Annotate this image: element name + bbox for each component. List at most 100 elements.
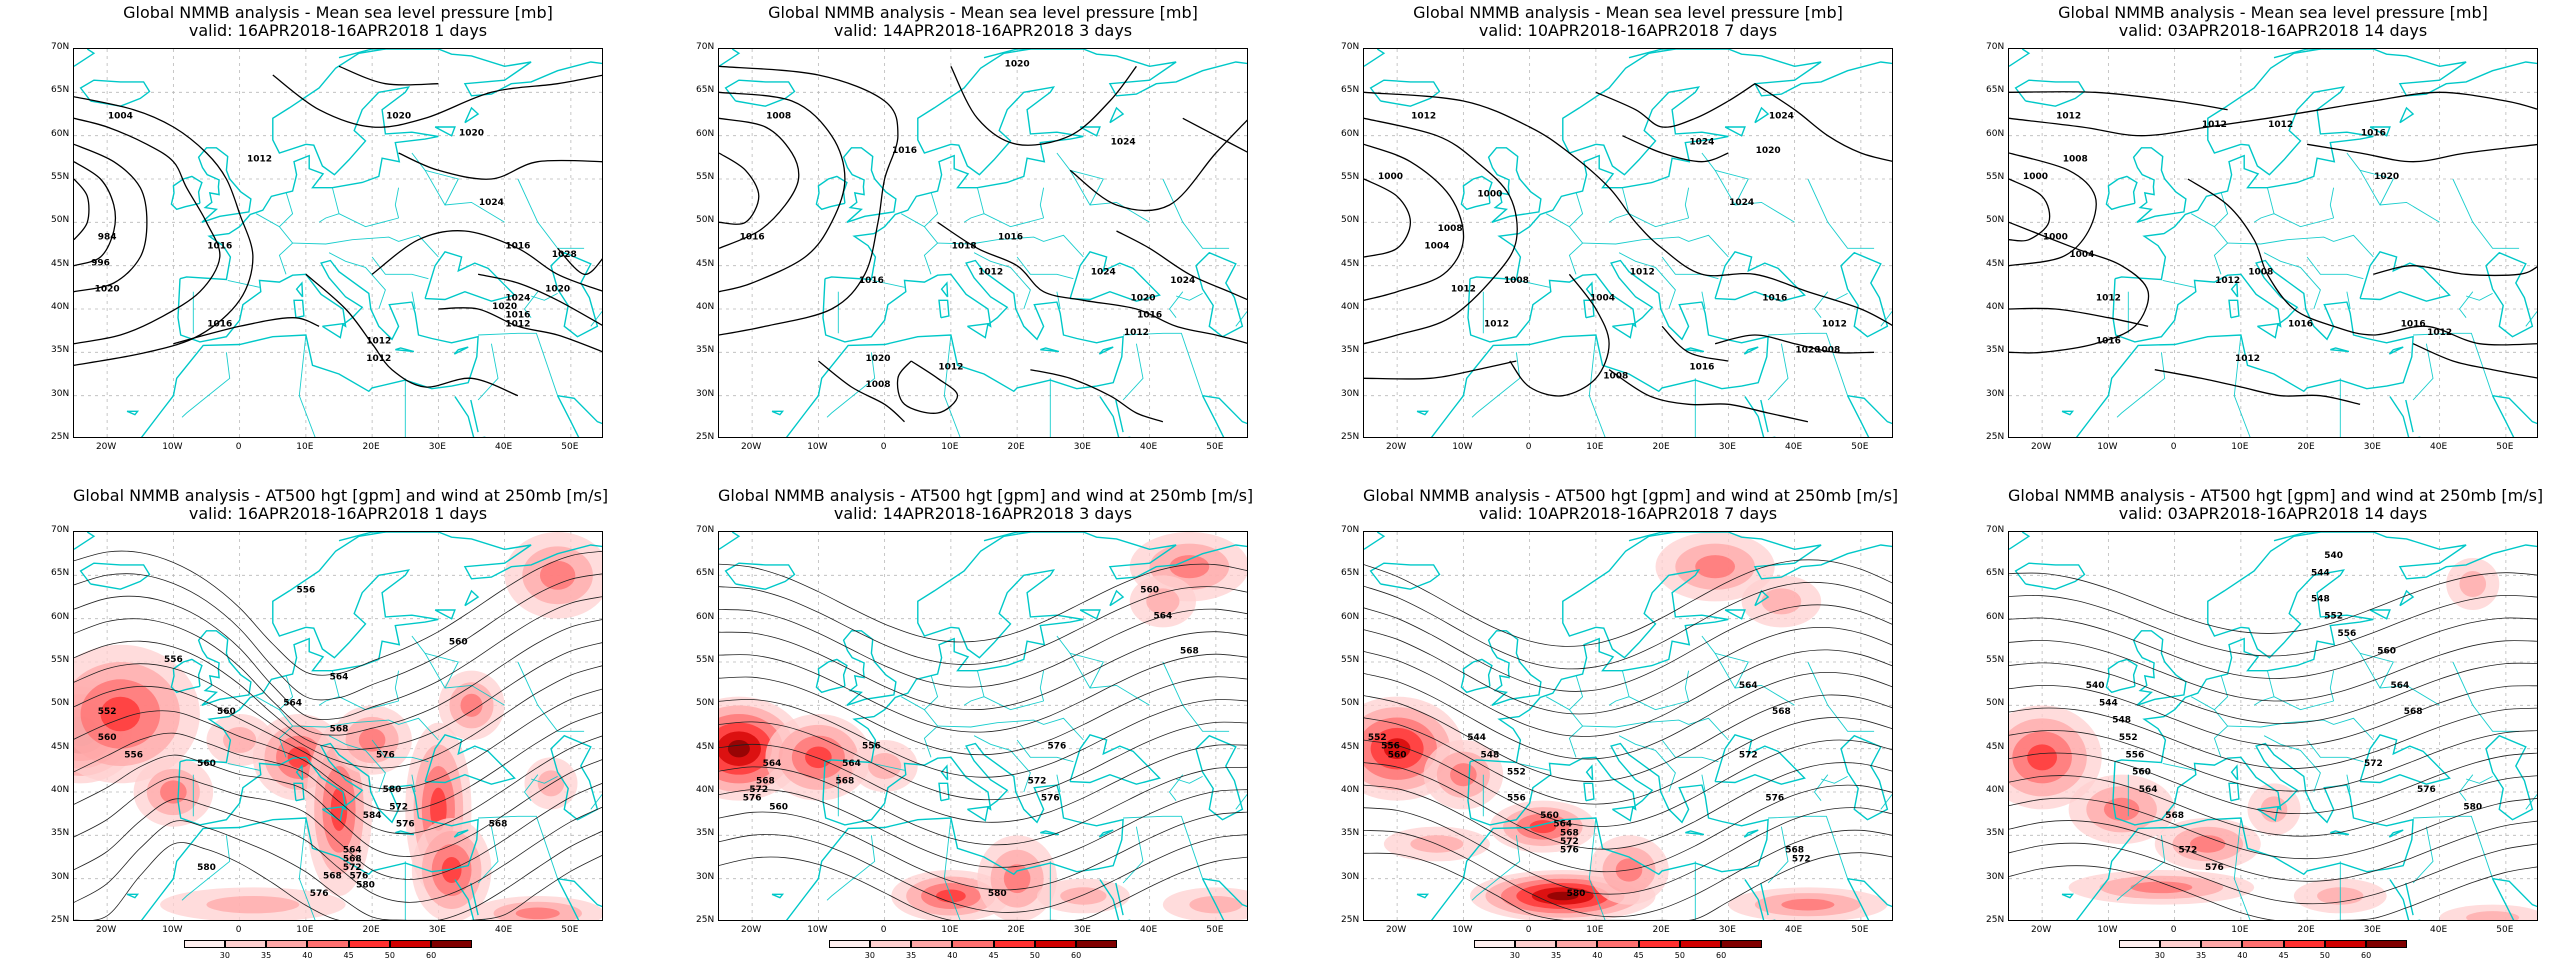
panel-title: Global NMMB analysis - Mean sea level pr… [2058, 3, 2488, 22]
border-line [1569, 674, 1584, 711]
border-line [1767, 343, 1789, 401]
height-contour-label: 572 [2364, 759, 2383, 769]
border-line [1628, 696, 1689, 711]
longitude-tick-label: 40E [2430, 925, 2448, 935]
coastline [940, 281, 949, 298]
isobar-line [74, 178, 90, 241]
latitude-tick-label: 25N [1341, 915, 1360, 925]
isobar-line [2412, 343, 2537, 379]
latitude-tick-label: 45N [1341, 258, 1360, 269]
colorbar-tick-label: 35 [906, 951, 917, 960]
border-line [1235, 310, 1247, 327]
coastline [79, 562, 151, 590]
latitude-tick-label: 30N [696, 388, 715, 399]
latitude-tick-label: 70N [1341, 42, 1360, 52]
border-line [1569, 191, 1584, 228]
colorbar-swatch [307, 940, 349, 948]
coastline [1099, 396, 1131, 437]
isobar-label: 1024 [1111, 137, 1136, 147]
wind-speed-shading [2130, 881, 2193, 894]
coastline [197, 630, 252, 706]
coastline [338, 532, 602, 580]
isobar-label: 1012 [1451, 285, 1476, 295]
isobar-label: 1012 [2427, 328, 2452, 338]
height-contour-label: 544 [2311, 568, 2330, 578]
height-contour-label: 568 [343, 854, 362, 864]
coastline [454, 879, 486, 920]
longitude-tick-label: 30E [428, 442, 446, 452]
isobar-label: 1016 [207, 241, 232, 251]
longitude-tick-label: 10E [2231, 442, 2249, 452]
height-contour-line [74, 820, 602, 920]
isobar-line [1754, 83, 1892, 162]
border-line [2458, 291, 2474, 318]
isobar-label: 1016 [207, 319, 232, 329]
latitude-tick-label: 40N [696, 785, 715, 795]
wind-speed-shading [1547, 891, 1579, 901]
coastline [1612, 805, 1634, 822]
wind-speed-shading [539, 560, 576, 590]
height-contour-label: 568 [2404, 707, 2423, 717]
isobar-label: 1016 [1689, 363, 1714, 373]
isobar-label: 1000 [2043, 233, 2068, 243]
colorbar-swatch [2283, 940, 2325, 948]
isobar-label: 1012 [1124, 328, 1149, 338]
border-line [2412, 343, 2434, 401]
coastline [785, 259, 1124, 437]
height-contour-label: 552 [1507, 768, 1526, 778]
longitude-tick-label: 0 [235, 925, 242, 935]
height-contour-label: 560 [217, 707, 236, 717]
latitude-tick-label: 55N [696, 655, 715, 665]
coastline [1760, 399, 1769, 433]
colorbar-tick-label: 30 [864, 951, 875, 960]
map-svg: 1008 1020 1016 1024 1016 1016 1018 1012 1024 1024… [719, 49, 1247, 437]
border-line [477, 343, 499, 401]
isobar-label: 1016 [892, 146, 917, 156]
height-contour-line [74, 550, 602, 676]
height-contour-line [1364, 762, 1892, 850]
border-line [1588, 334, 1606, 437]
coastline [126, 893, 140, 899]
coastline [2388, 829, 2404, 838]
coastline [2388, 346, 2404, 355]
coastline [434, 126, 456, 137]
coastline [1583, 782, 1595, 802]
coastline [2230, 281, 2239, 298]
longitude-tick-label: 20E [2297, 442, 2315, 452]
colorbar-tick-label: 30 [1509, 951, 1520, 960]
isobar-label: 1016 [2401, 319, 2426, 329]
coastline [771, 410, 785, 416]
height-contour-label: 560 [197, 759, 216, 769]
coastlines [74, 532, 602, 920]
isobar-line [719, 152, 760, 225]
latitude-tick-label: 60N [51, 611, 70, 622]
map-panel-mslp-1: Global NMMB analysis - Mean sea level pr… [3, 0, 603, 480]
latitude-tick-label: 55N [1341, 172, 1360, 182]
isobar-line [1069, 119, 1247, 212]
height-contour-label: 560 [2132, 768, 2151, 778]
panel-title: Global NMMB analysis - AT500 hgt [gpm] a… [2008, 486, 2544, 505]
latitude-tick-label: 35N [51, 828, 70, 839]
border-line [181, 835, 231, 901]
coastline [2399, 589, 2415, 607]
wind-speed-shading [1383, 738, 1411, 760]
border-line [255, 213, 294, 275]
height-contour-label: 576 [1041, 794, 1060, 804]
coastline [1840, 734, 1889, 821]
coastline [1195, 734, 1244, 821]
border-line [1123, 332, 1204, 396]
latitude-tick-label: 60N [1986, 611, 2005, 622]
coastline [1685, 830, 1705, 836]
isobar-label: 1024 [1769, 111, 1794, 121]
height-contour-label: 584 [363, 811, 382, 821]
coastline [2014, 562, 2086, 590]
height-contour-line [2009, 707, 2537, 769]
height-contour-label: 572 [1028, 776, 1047, 786]
map-panel-z500-3: Global NMMB analysis - AT500 hgt [gpm] a… [648, 483, 1253, 963]
border-line [590, 793, 602, 810]
height-contour-label: 568 [1785, 846, 1804, 856]
border-line [530, 293, 558, 301]
isobar-label: 1000 [1477, 189, 1502, 199]
border-line [1608, 187, 1630, 223]
